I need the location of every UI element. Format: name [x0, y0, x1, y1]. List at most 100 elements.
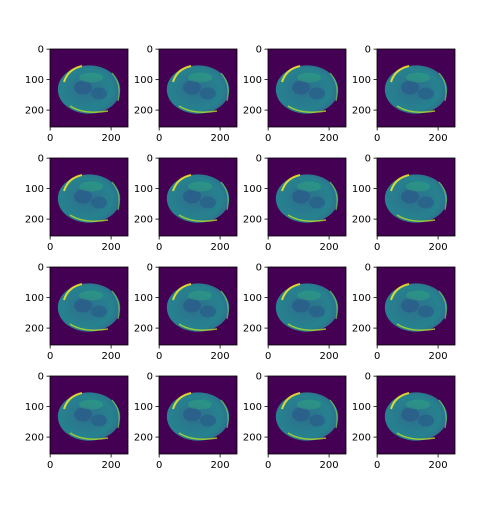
image-panel: 0 100 200 0 200 [25, 372, 129, 471]
inner-structure [309, 196, 325, 209]
axes-frame [376, 48, 456, 128]
axes-frame [267, 266, 347, 346]
inner-structure [292, 407, 310, 422]
image-panel: 0 100 200 0 200 [352, 154, 456, 253]
x-tick-label: 200 [102, 460, 121, 471]
x-tick-label: 200 [429, 351, 448, 362]
inner-structure [401, 189, 419, 204]
axes-frame [158, 375, 238, 455]
bright-rim [69, 323, 109, 331]
x-tick-label: 0 [374, 133, 380, 144]
inner-structure [74, 80, 92, 95]
y-tick-label: 200 [134, 215, 153, 226]
y-tick-label: 100 [134, 402, 153, 413]
bright-rim [172, 283, 192, 301]
y-tick-label: 0 [256, 45, 262, 56]
axes-frame [267, 157, 347, 237]
y-tick-label: 100 [352, 75, 371, 86]
x-tick-label: 200 [102, 133, 121, 144]
bright-rim [63, 283, 83, 301]
bright-rim [63, 392, 83, 410]
y-tick-label: 0 [365, 45, 371, 56]
y-tick-label: 100 [243, 75, 262, 86]
axes-frame [267, 375, 347, 455]
inner-structure [91, 414, 107, 427]
bright-rim [111, 399, 120, 429]
image-panel: 0 100 200 0 200 [352, 263, 456, 362]
x-tick-label: 200 [320, 133, 339, 144]
inner-structure [183, 298, 201, 313]
y-tick-label: 100 [243, 184, 262, 195]
bright-rim [396, 214, 436, 222]
inner-structure [200, 196, 216, 209]
inner-structure [401, 298, 419, 313]
inner-structure [292, 189, 310, 204]
x-tick-label: 200 [102, 351, 121, 362]
x-tick-label: 0 [156, 460, 162, 471]
image-panel: 0 100 200 0 200 [243, 154, 347, 253]
image-panel: 0 100 200 0 200 [134, 263, 238, 362]
axes-frame [49, 157, 129, 237]
x-tick-label: 200 [211, 133, 230, 144]
inner-structure [297, 181, 321, 192]
bright-rim [390, 174, 410, 192]
inner-structure [79, 399, 103, 410]
inner-structure [406, 181, 430, 192]
bright-rim [220, 72, 229, 102]
x-tick-label: 200 [320, 351, 339, 362]
bright-rim [69, 214, 109, 222]
bright-rim [172, 65, 192, 83]
bright-rim [220, 399, 229, 429]
x-tick-label: 200 [211, 351, 230, 362]
image-panel: 0 100 200 0 200 [25, 45, 129, 144]
inner-structure [188, 290, 212, 301]
image-panel: 0 100 200 0 200 [25, 154, 129, 253]
y-tick-label: 200 [352, 106, 371, 117]
y-tick-label: 200 [25, 433, 44, 444]
y-tick-label: 100 [25, 184, 44, 195]
bright-rim [329, 181, 338, 211]
bright-rim [287, 432, 327, 440]
inner-structure [297, 72, 321, 83]
x-tick-label: 0 [265, 242, 271, 253]
x-tick-label: 200 [211, 460, 230, 471]
y-tick-label: 0 [256, 372, 262, 383]
bright-rim [396, 323, 436, 331]
bright-rim [287, 105, 327, 113]
x-tick-label: 0 [156, 133, 162, 144]
inner-structure [406, 290, 430, 301]
inner-structure [79, 72, 103, 83]
bright-rim [111, 181, 120, 211]
inner-structure [188, 72, 212, 83]
inner-structure [200, 414, 216, 427]
x-tick-label: 200 [211, 242, 230, 253]
y-tick-label: 0 [256, 263, 262, 274]
x-tick-label: 0 [156, 242, 162, 253]
image-panel: 0 100 200 0 200 [134, 45, 238, 144]
image-panel: 0 100 200 0 200 [134, 372, 238, 471]
inner-structure [418, 87, 434, 100]
inner-structure [91, 87, 107, 100]
bright-rim [172, 392, 192, 410]
y-tick-label: 100 [243, 293, 262, 304]
inner-structure [297, 290, 321, 301]
inner-structure [91, 305, 107, 318]
bright-rim [220, 181, 229, 211]
bright-rim [111, 72, 120, 102]
inner-structure [309, 414, 325, 427]
bright-rim [178, 432, 218, 440]
axes-frame [267, 48, 347, 128]
y-tick-label: 0 [147, 372, 153, 383]
inner-structure [188, 181, 212, 192]
inner-structure [183, 189, 201, 204]
bright-rim [178, 323, 218, 331]
inner-structure [297, 399, 321, 410]
y-tick-label: 0 [256, 154, 262, 165]
bright-rim [111, 290, 120, 320]
image-panel: 0 100 200 0 200 [134, 154, 238, 253]
axes-frame [158, 266, 238, 346]
bright-rim [281, 65, 301, 83]
y-tick-label: 200 [352, 324, 371, 335]
x-tick-label: 200 [429, 242, 448, 253]
